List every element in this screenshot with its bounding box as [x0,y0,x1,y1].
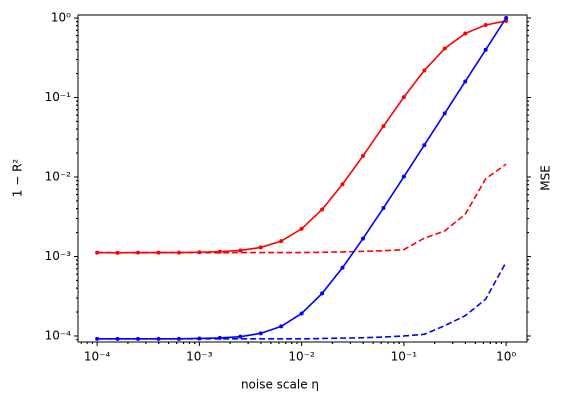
series-marker [381,206,386,211]
series-marker [340,182,345,187]
series-marker [238,334,243,339]
y-tick-label: 10⁻³ [45,249,72,263]
series-marker [320,207,325,212]
series-line [97,17,507,340]
series-marker [483,47,488,52]
series-marker [156,336,161,341]
series-marker [360,153,365,158]
series-marker [401,174,406,179]
y-tick-label: 10⁰ [51,10,71,24]
series-marker [258,245,263,250]
series-marker [279,324,284,329]
series-marker [360,236,365,241]
series-marker [279,239,284,244]
plot-frame [77,14,528,343]
y-tick-label: 10⁻⁴ [45,328,72,342]
series-marker [320,291,325,296]
series-marker [258,331,263,336]
x-tick-label: 10⁻¹ [391,350,418,364]
x-tick-label: 10⁻³ [186,350,213,364]
series-marker [401,95,406,100]
series-marker [422,68,427,73]
series-marker [504,15,509,20]
series-marker [156,250,161,255]
series-marker [422,143,427,148]
y-tick-label: 10⁻¹ [45,90,72,104]
series-marker [299,311,304,316]
x-tick-label: 10⁻² [288,350,315,364]
series-marker [299,226,304,231]
series-marker [442,46,447,51]
series-marker [463,79,468,84]
y2-axis-label: MSE [539,165,553,191]
series-marker [340,265,345,270]
series-marker [238,248,243,253]
x-tick-label: 10⁻⁴ [84,350,111,364]
x-axis-label: noise scale η [241,378,319,392]
x-tick-label: 10⁰ [496,350,516,364]
series-line [97,20,507,254]
series-marker [442,111,447,116]
series-line [97,261,507,340]
y-tick-label: 10⁻² [45,169,72,183]
series-line [97,163,507,254]
series-marker [381,124,386,129]
y-axis-label: 1 − R² [11,159,25,198]
series-marker [463,31,468,36]
series-marker [483,22,488,27]
